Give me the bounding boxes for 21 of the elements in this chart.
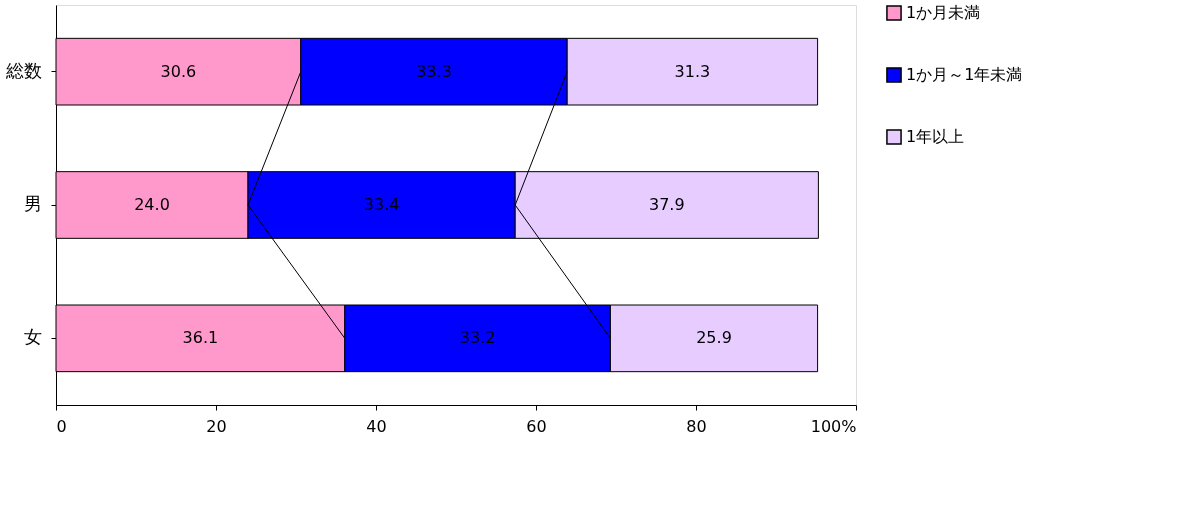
legend-label: 1か月～1年未満: [906, 65, 1023, 84]
x-tick-label: 80: [686, 416, 707, 436]
x-tick-label: 100%: [810, 416, 857, 436]
data-label: 31.3: [674, 61, 711, 81]
data-label: 33.2: [459, 328, 496, 348]
x-tick-label: 0: [56, 416, 67, 436]
data-label: 25.9: [696, 328, 732, 348]
legend-label: 1か月未満: [906, 3, 981, 22]
y-tick-label: 女: [23, 326, 42, 348]
data-label: 33.4: [363, 195, 400, 214]
x-tick-label: 60: [526, 416, 547, 436]
data-label: 30.6: [160, 61, 197, 81]
data-label: 37.9: [648, 195, 685, 214]
y-tick-label: 男: [23, 193, 42, 214]
x-tick-label: 20: [206, 416, 227, 436]
data-label: 33.3: [416, 61, 452, 81]
legend-label: 1年以上: [906, 127, 965, 146]
data-label: 24.0: [134, 195, 170, 214]
y-tick-label: 総数: [4, 59, 42, 81]
x-tick-label: 40: [366, 416, 387, 436]
data-label: 36.1: [182, 328, 219, 348]
